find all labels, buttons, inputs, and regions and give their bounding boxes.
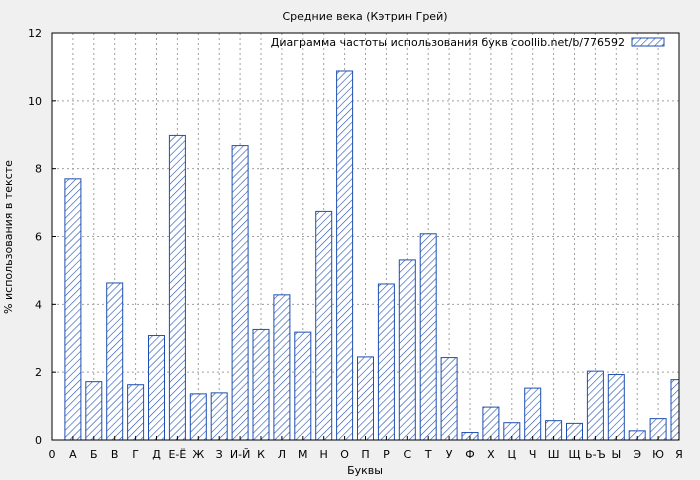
bar-Л <box>273 294 291 441</box>
x-tick-label: Э <box>633 448 641 461</box>
x-tick-label: Д <box>152 448 161 461</box>
x-tick-label: И-Й <box>230 448 250 461</box>
x-tick-label: Л <box>278 448 286 461</box>
bar-Ж <box>189 393 207 441</box>
x-tick-label: Х <box>487 448 495 461</box>
y-tick-label: 0 <box>35 434 42 447</box>
bar-У <box>440 357 458 441</box>
bar-Д <box>148 335 165 441</box>
legend-swatch <box>631 37 665 47</box>
y-axis-title: % использования в тексте <box>2 160 15 314</box>
bar-А <box>64 178 82 441</box>
y-tick-label: 2 <box>35 366 42 379</box>
x-tick-label: Б <box>90 448 98 461</box>
x-tick-label: В <box>111 448 119 461</box>
x-tick-label: К <box>257 448 265 461</box>
x-tick-label: Ж <box>192 448 204 461</box>
bar-З <box>210 392 228 441</box>
x-axis-title: Буквы <box>347 464 383 477</box>
x-tick-label: М <box>298 448 308 461</box>
bar-Н <box>315 210 333 441</box>
y-tick-label: 12 <box>28 27 42 40</box>
bar-Ы <box>607 374 625 441</box>
chart-title: Средние века (Кэтрин Грей) <box>282 10 447 23</box>
x-tick-label: Т <box>424 448 432 461</box>
x-tick-label: Я <box>675 448 683 461</box>
y-axis-ticks: 0 2 4 6 8 10 12 <box>28 27 56 447</box>
bar-Ь-Ъ <box>586 370 604 441</box>
x-tick-label: Н <box>320 448 328 461</box>
bar-Х <box>482 406 500 441</box>
y-tick-label: 8 <box>35 163 42 176</box>
x-axis-ticks: 0 А Б В Г Д Е-Ё Ж З И-Й К Л М Н О П Р С Т У Ф Х Ц Ч Ш Щ Ь-Ъ Ы Э Ю Я <box>49 436 683 461</box>
bar-П <box>357 356 374 441</box>
x-tick-label: Ц <box>508 448 517 461</box>
y-tick-label: 6 <box>35 231 42 244</box>
x-tick-label: Е-Ё <box>168 448 186 461</box>
bar-И-Й <box>231 145 249 441</box>
x-tick-label: Ф <box>465 448 474 461</box>
bar-Е-Ё <box>168 134 186 441</box>
x-tick-label: Щ <box>568 448 580 461</box>
x-tick-label: У <box>446 448 453 461</box>
x-tick-label: Ш <box>548 448 560 461</box>
y-tick-label: 4 <box>35 298 42 311</box>
bar-Я <box>670 379 680 441</box>
x-tick-label: С <box>403 448 411 461</box>
x-tick-label: Р <box>383 448 390 461</box>
bar-Р <box>377 283 395 441</box>
bar-В <box>106 282 124 441</box>
bar-О <box>336 70 354 441</box>
x-tick-label: Г <box>132 448 139 461</box>
x-tick-label: Ы <box>611 448 621 461</box>
x-tick-label: А <box>69 448 77 461</box>
x-tick-label: З <box>216 448 223 461</box>
bar-М <box>294 331 312 441</box>
x-tick-label: О <box>340 448 349 461</box>
x-tick-label: Ь-Ъ <box>585 448 606 461</box>
legend-label: Диаграмма частоты использования букв coo… <box>271 36 625 49</box>
bar-С <box>398 259 416 441</box>
legend: Диаграмма частоты использования букв coo… <box>271 36 665 49</box>
bar-К <box>252 328 270 441</box>
bar-Б <box>85 381 103 441</box>
x-tick-label: Ю <box>652 448 664 461</box>
bar-Ч <box>524 387 542 441</box>
bar-Т <box>419 233 437 441</box>
y-tick-label: 10 <box>28 95 42 108</box>
x-tick-label: П <box>361 448 369 461</box>
x-tick-label: 0 <box>49 448 56 461</box>
x-tick-label: Ч <box>529 448 537 461</box>
bar-Г <box>127 384 145 441</box>
